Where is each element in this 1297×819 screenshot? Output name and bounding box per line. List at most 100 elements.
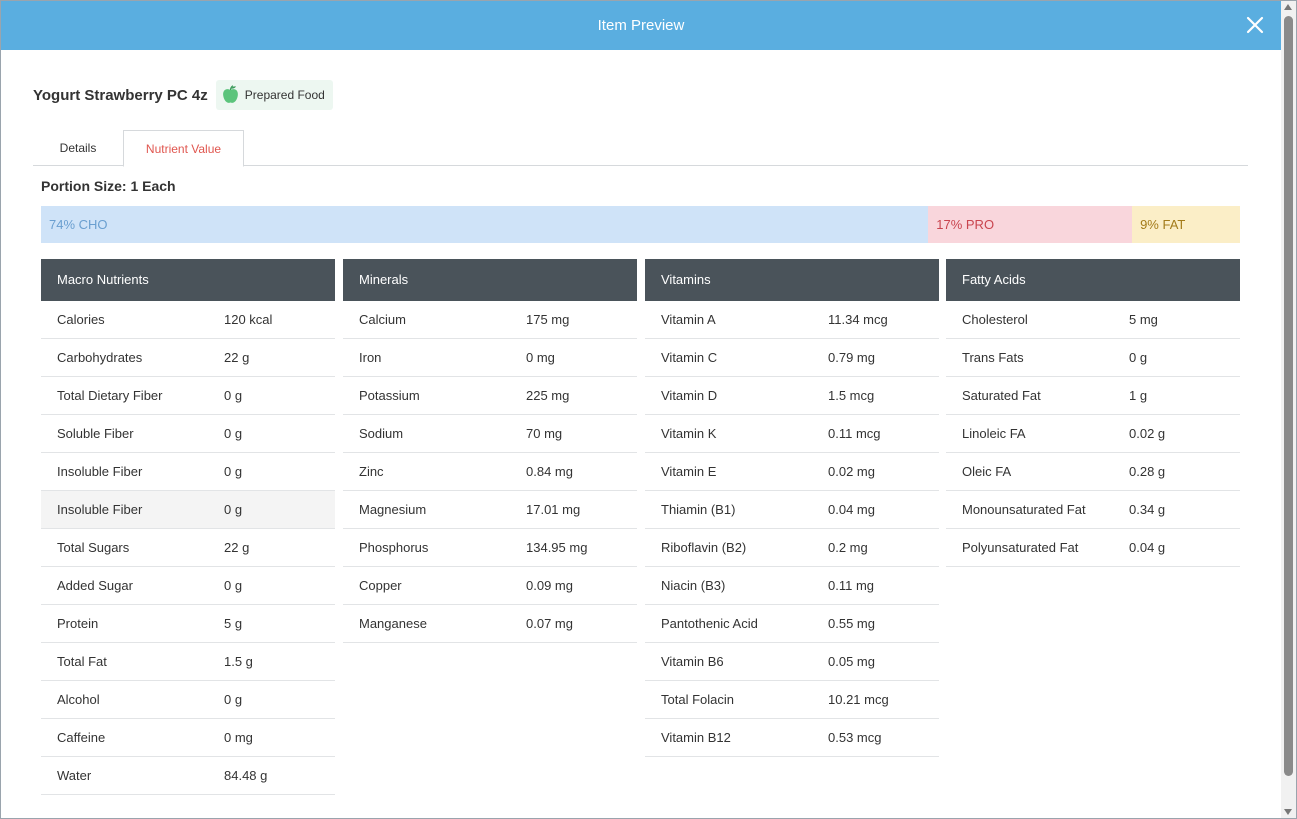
nutrient-value: 22 g xyxy=(224,350,250,365)
table-row: Insoluble Fiber 0 g xyxy=(41,453,335,491)
nutrient-name: Alcohol xyxy=(57,692,100,707)
table-row: Copper 0.09 mg xyxy=(343,567,637,605)
category-badge: Prepared Food xyxy=(215,80,333,110)
nutrient-value: 22 g xyxy=(224,540,250,555)
nutrient-name: Calories xyxy=(57,312,105,327)
table-row: Soluble Fiber 0 g xyxy=(41,415,335,453)
nutrient-value: 120 kcal xyxy=(224,312,273,327)
table-row: Zinc 0.84 mg xyxy=(343,453,637,491)
nutrient-name: Vitamin D xyxy=(661,388,718,403)
table-row: Total Folacin 10.21 mcg xyxy=(645,681,939,719)
vertical-scrollbar[interactable] xyxy=(1281,1,1296,818)
nutrient-value: 0 g xyxy=(224,426,243,441)
nutrient-name: Vitamin K xyxy=(661,426,717,441)
table-row: Riboflavin (B2) 0.2 mg xyxy=(645,529,939,567)
nutrient-value: 134.95 mg xyxy=(526,540,588,555)
nutrient-value: 0.09 mg xyxy=(526,578,573,593)
table-row: Calories 120 kcal xyxy=(41,301,335,339)
nutrient-value: 70 mg xyxy=(526,426,563,441)
nutrient-name: Manganese xyxy=(359,616,427,631)
nutrient-name: Cholesterol xyxy=(962,312,1028,327)
nutrient-name: Sodium xyxy=(359,426,404,441)
close-icon[interactable] xyxy=(1243,13,1267,37)
nutrient-name: Linoleic FA xyxy=(962,426,1026,441)
table-row: Potassium 225 mg xyxy=(343,377,637,415)
nutrient-name: Vitamin E xyxy=(661,464,717,479)
nutrient-name: Total Fat xyxy=(57,654,107,669)
nutrient-name: Total Folacin xyxy=(661,692,734,707)
table-row: Carbohydrates 22 g xyxy=(41,339,335,377)
nutrient-value: 0.79 mg xyxy=(828,350,875,365)
nutrient-value: 0 mg xyxy=(526,350,555,365)
macro-segment-fat: 9% FAT xyxy=(1132,206,1240,243)
table-row: Manganese 0.07 mg xyxy=(343,605,637,643)
nutrient-value: 0 g xyxy=(224,388,243,403)
nutrient-value: 0.07 mg xyxy=(526,616,573,631)
category-label: Prepared Food xyxy=(244,88,325,102)
table-header: Fatty Acids xyxy=(946,259,1240,301)
nutrient-name: Trans Fats xyxy=(962,350,1024,365)
table-row: Caffeine 0 mg xyxy=(41,719,335,757)
table-row: Saturated Fat 1 g xyxy=(946,377,1240,415)
table-row: Total Dietary Fiber 0 g xyxy=(41,377,335,415)
scroll-up-arrow-icon[interactable] xyxy=(1284,4,1292,10)
table-row: Iron 0 mg xyxy=(343,339,637,377)
nutrient-name: Carbohydrates xyxy=(57,350,143,365)
scroll-thumb[interactable] xyxy=(1284,16,1293,776)
nutrient-value: 225 mg xyxy=(526,388,570,403)
table-row: Polyunsaturated Fat 0.04 g xyxy=(946,529,1240,567)
table-header: Minerals xyxy=(343,259,637,301)
nutrient-value: 0.11 mcg xyxy=(828,426,881,441)
table-row: Alcohol 0 g xyxy=(41,681,335,719)
vitamins-table: Vitamins Vitamin A 11.34 mcg Vitamin C 0.79 … xyxy=(645,259,939,757)
nutrient-name: Protein xyxy=(57,616,99,631)
nutrient-value: 0.04 mg xyxy=(828,502,875,517)
nutrient-name: Phosphorus xyxy=(359,540,429,555)
nutrient-value: 0.04 g xyxy=(1129,540,1166,555)
item-header: Yogurt Strawberry PC 4z Prepared Food xyxy=(33,80,333,110)
nutrient-name: Zinc xyxy=(359,464,384,479)
nutrient-value: 0.28 g xyxy=(1129,464,1166,479)
nutrient-name: Oleic FA xyxy=(962,464,1012,479)
nutrient-value: 0 mg xyxy=(224,730,253,745)
table-row: Magnesium 17.01 mg xyxy=(343,491,637,529)
table-row: Linoleic FA 0.02 g xyxy=(946,415,1240,453)
nutrient-name: Polyunsaturated Fat xyxy=(962,540,1079,555)
nutrient-name: Total Sugars xyxy=(57,540,130,555)
tab-details[interactable]: Details xyxy=(59,141,97,155)
nutrient-name: Insoluble Fiber xyxy=(57,502,143,517)
nutrient-name: Added Sugar xyxy=(57,578,133,593)
nutrient-name: Saturated Fat xyxy=(962,388,1041,403)
nutrient-value: 17.01 mg xyxy=(526,502,581,517)
table-header: Vitamins xyxy=(645,259,939,301)
nutrient-name: Vitamin A xyxy=(661,312,716,327)
table-row: Insoluble Fiber 0 g xyxy=(41,491,335,529)
nutrient-value: 11.34 mcg xyxy=(828,312,888,327)
table-row: Thiamin (B1) 0.04 mg xyxy=(645,491,939,529)
fatty-acids-table: Fatty Acids Cholesterol 5 mg Trans Fats 0 g S… xyxy=(946,259,1240,567)
table-row: Added Sugar 0 g xyxy=(41,567,335,605)
table-row: Phosphorus 134.95 mg xyxy=(343,529,637,567)
nutrient-name: Riboflavin (B2) xyxy=(661,540,747,555)
nutrient-value: 0 g xyxy=(224,502,243,517)
portion-size: Portion Size: 1 Each xyxy=(41,178,176,194)
nutrient-name: Calcium xyxy=(359,312,406,327)
table-row: Vitamin B12 0.53 mcg xyxy=(645,719,939,757)
nutrient-value: 0.02 g xyxy=(1129,426,1166,441)
macro-segment-cho: 74% CHO xyxy=(41,206,929,243)
macro-segment-pro: 17% PRO xyxy=(928,206,1133,243)
tab-nutrient-value[interactable]: Nutrient Value xyxy=(123,130,244,167)
nutrient-name: Caffeine xyxy=(57,730,106,745)
apple-icon xyxy=(222,85,239,105)
scroll-down-arrow-icon[interactable] xyxy=(1284,809,1292,815)
table-row: Sodium 70 mg xyxy=(343,415,637,453)
table-row: Oleic FA 0.28 g xyxy=(946,453,1240,491)
nutrient-value: 175 mg xyxy=(526,312,570,327)
table-header: Macro Nutrients xyxy=(41,259,335,301)
table-row: Pantothenic Acid 0.55 mg xyxy=(645,605,939,643)
nutrient-value: 1 g xyxy=(1129,388,1148,403)
nutrient-value: 0.05 mg xyxy=(828,654,875,669)
nutrient-name: Magnesium xyxy=(359,502,427,517)
nutrient-name: Vitamin B6 xyxy=(661,654,724,669)
nutrient-name: Water xyxy=(57,768,92,783)
